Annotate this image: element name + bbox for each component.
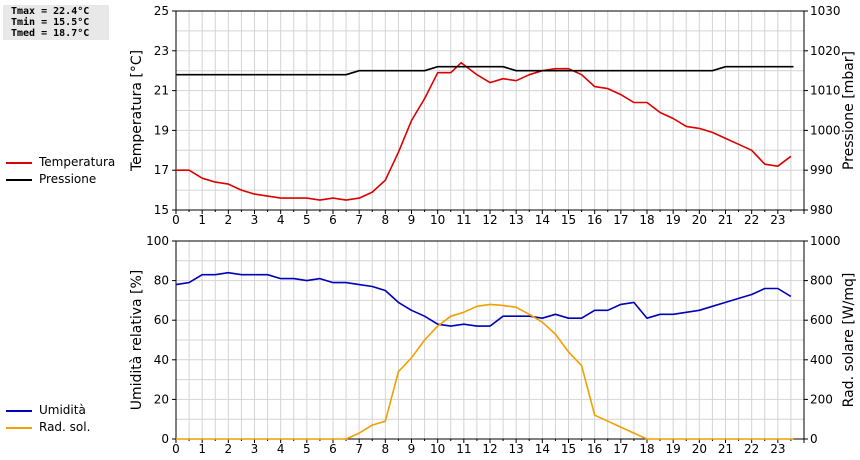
panel1-xtick-label: 17 [613, 213, 628, 227]
panel2-xtick-label: 11 [456, 442, 471, 456]
panel1-ytick-label: 19 [154, 123, 169, 137]
panel1-y2tick-label: 1000 [810, 123, 841, 137]
panel2-ytick-label: 20 [154, 392, 169, 406]
panel1-ytick-label: 25 [154, 4, 169, 18]
panel2-xtick-label: 3 [251, 442, 259, 456]
panel2-xtick-label: 14 [535, 442, 550, 456]
panel1-xtick-label: 6 [329, 213, 337, 227]
panel2-xtick-label: 10 [430, 442, 445, 456]
panel2-xtick-label: 2 [225, 442, 233, 456]
panel2-xtick-label: 22 [744, 442, 759, 456]
panel2-y2tick-label: 200 [810, 392, 833, 406]
panel1-xtick-label: 14 [535, 213, 550, 227]
panel1-y2tick-label: 1010 [810, 84, 841, 98]
legend-swatch-radsol [6, 426, 32, 429]
panel1-y2tick-label: 1030 [810, 4, 841, 18]
panel1-xtick-label: 2 [225, 213, 233, 227]
panel1-ytick-label: 17 [154, 163, 169, 177]
panel1-series-temperatura-line [176, 61, 792, 201]
panel1-y2tick-label: 990 [810, 163, 833, 177]
panel1-xtick-label: 5 [303, 213, 311, 227]
panel2-xtick-label: 8 [382, 442, 390, 456]
legend-label-umidita: Umidità [39, 403, 86, 417]
panel1-xtick-label: 20 [692, 213, 707, 227]
panel1-xtick-label: 1 [198, 213, 206, 227]
panel2-y2tick-label: 400 [810, 353, 833, 367]
panel2-ytick-label: 0 [161, 432, 169, 446]
panel2-series-rad-sol-line [176, 303, 794, 440]
panel2-xtick-label: 6 [329, 442, 337, 456]
panel1-xtick-label: 10 [430, 213, 445, 227]
tmin-text: Tmin = 15.5°C [11, 17, 90, 28]
panel1-xtick-label: 15 [561, 213, 576, 227]
panel1-xtick-label: 13 [509, 213, 524, 227]
panel1-xtick-label: 11 [456, 213, 471, 227]
panel2-xtick-label: 13 [509, 442, 524, 456]
legend-swatch-umidita [6, 409, 32, 412]
panel2-ytick-label: 40 [154, 353, 169, 367]
panel1-xtick-label: 8 [382, 213, 390, 227]
legend-umidita: Umidità [6, 403, 86, 417]
panel1-xtick-label: 3 [251, 213, 259, 227]
panel2-xtick-label: 4 [277, 442, 285, 456]
panel2-ytick-label: 60 [154, 313, 169, 327]
panel1-y2tick-label: 1020 [810, 44, 841, 58]
panel2-xtick-label: 19 [666, 442, 681, 456]
panel1-ytick-label: 15 [154, 203, 169, 217]
panel2-xtick-label: 5 [303, 442, 311, 456]
panel2-xtick-label: 17 [613, 442, 628, 456]
panel1-xtick-label: 9 [408, 213, 416, 227]
panel1-ylabel: Temperatura [°C] [129, 50, 145, 172]
panel1-y2label: Pressione [mbar] [841, 51, 857, 170]
panel2-xtick-label: 21 [718, 442, 733, 456]
panel2-xtick-label: 7 [355, 442, 363, 456]
panel1-series-pressione-line [176, 65, 794, 76]
panel1-ytick-label: 21 [154, 84, 169, 98]
panel1-xtick-label: 23 [770, 213, 785, 227]
panel1-xtick-label: 21 [718, 213, 733, 227]
legend-label-pressione: Pressione [39, 172, 97, 186]
legend-swatch-pressione [6, 178, 32, 181]
stats-box: Tmax = 22.4°C Tmin = 15.5°C Tmed = 18.7°… [3, 5, 109, 40]
legend-radsol: Rad. sol. [6, 420, 90, 434]
panel2-xtick-label: 1 [198, 442, 206, 456]
panel1-xtick-label: 18 [639, 213, 654, 227]
panel1-xtick-label: 22 [744, 213, 759, 227]
panel2-y2tick-label: 1000 [810, 234, 841, 248]
panel1-xtick-label: 0 [172, 213, 180, 227]
panel1-y2tick-label: 980 [810, 203, 833, 217]
panel2-y2tick-label: 600 [810, 313, 833, 327]
panel2-xtick-label: 16 [587, 442, 602, 456]
panel1-xtick-label: 7 [355, 213, 363, 227]
panel2-xtick-label: 15 [561, 442, 576, 456]
legend-label-radsol: Rad. sol. [39, 420, 91, 434]
legend-pressione: Pressione [6, 172, 96, 186]
panel2-y2tick-label: 0 [810, 432, 818, 446]
panel2-ylabel: Umidità relativa [%] [129, 270, 145, 411]
legend-label-temperatura: Temperatura [39, 155, 116, 169]
tmed-text: Tmed = 18.7°C [11, 28, 90, 39]
panel2-xtick-label: 9 [408, 442, 416, 456]
legend-swatch-temperatura [6, 161, 32, 164]
panel2-xtick-label: 12 [482, 442, 497, 456]
panel2-ytick-label: 100 [146, 234, 169, 248]
panel1-ytick-label: 23 [154, 44, 169, 58]
panel1-xtick-label: 16 [587, 213, 602, 227]
panel2-y2tick-label: 800 [810, 274, 833, 288]
tmax-text: Tmax = 22.4°C [11, 6, 90, 17]
panel2-y2label: Rad. solare [W/mq] [841, 273, 857, 408]
panel2-xtick-label: 20 [692, 442, 707, 456]
panel2-xtick-label: 0 [172, 442, 180, 456]
panel1-xtick-label: 19 [666, 213, 681, 227]
panel1-xtick-label: 12 [482, 213, 497, 227]
panel2-xtick-label: 18 [639, 442, 654, 456]
panel2-series-umidit-line [175, 271, 792, 327]
panel2-xtick-label: 23 [770, 442, 785, 456]
legend-temperatura: Temperatura [6, 155, 115, 169]
panel1-xtick-label: 4 [277, 213, 285, 227]
panel2-ytick-label: 80 [154, 274, 169, 288]
